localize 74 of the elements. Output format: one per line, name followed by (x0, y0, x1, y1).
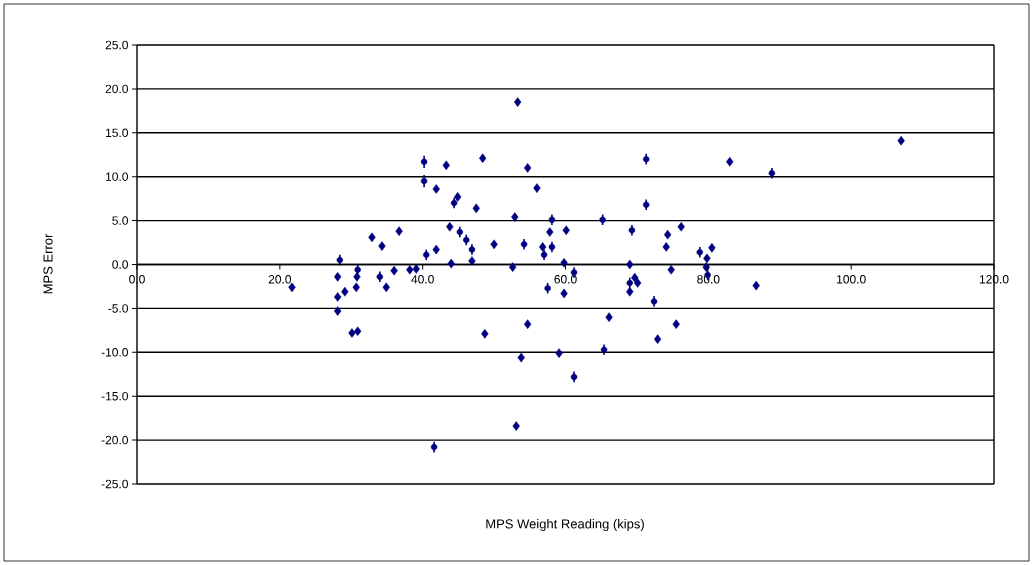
y-tick-label: 0.0 (112, 260, 129, 269)
x-tick-label: 60.0 (554, 275, 577, 284)
point (479, 153, 487, 164)
point (468, 256, 476, 266)
x-axis-title: MPS Weight Reading (kips) (486, 518, 644, 532)
point (672, 319, 680, 329)
point (378, 241, 386, 251)
point (667, 264, 675, 275)
point (490, 239, 498, 250)
point (533, 183, 541, 193)
point (626, 286, 634, 297)
point (653, 334, 662, 344)
point (539, 242, 547, 252)
x-tick-label: 20.0 (268, 275, 292, 284)
point (726, 156, 734, 167)
y-tick-label: 20.0 (105, 84, 128, 94)
point (546, 227, 554, 237)
point (368, 232, 376, 243)
point (555, 348, 563, 358)
point (348, 328, 356, 338)
point (512, 421, 520, 431)
point (662, 242, 670, 252)
point (446, 221, 454, 232)
point (432, 244, 440, 255)
point (390, 265, 398, 276)
point (395, 226, 403, 236)
point (354, 326, 362, 337)
y-axis-title: MPS Error (43, 233, 53, 294)
point (334, 292, 342, 302)
point (352, 282, 360, 293)
point (524, 319, 532, 329)
point (334, 306, 342, 316)
point (703, 253, 711, 264)
y-tick-label: -20.0 (101, 435, 128, 445)
y-tick-label: -25.0 (101, 479, 128, 489)
point (663, 229, 672, 240)
point (605, 312, 613, 322)
point (514, 97, 522, 107)
point (511, 212, 519, 222)
y-tick-label: 10.0 (106, 172, 128, 181)
point (560, 257, 568, 268)
point (517, 352, 525, 363)
y-tick-label: -5.0 (108, 304, 129, 313)
point (481, 329, 489, 339)
point (626, 259, 634, 270)
x-tick-label: 40.0 (411, 275, 434, 284)
point (472, 203, 480, 214)
x-tick-label: 100.0 (837, 275, 866, 284)
point (334, 271, 342, 282)
point (447, 258, 455, 269)
point (897, 135, 905, 146)
y-tick-label: 15.0 (106, 128, 128, 138)
point (708, 243, 716, 253)
point (420, 158, 428, 165)
point (702, 262, 710, 272)
point (412, 264, 420, 274)
point (752, 280, 760, 291)
point (341, 286, 349, 297)
y-tick-label: -10.0 (101, 348, 128, 357)
point (633, 278, 642, 288)
point (288, 282, 296, 293)
point (353, 271, 361, 282)
point (509, 262, 517, 272)
point (442, 160, 450, 171)
point (406, 264, 414, 275)
y-tick-label: 25.0 (105, 40, 128, 50)
point (562, 225, 570, 236)
point (382, 282, 390, 293)
point (677, 221, 685, 232)
y-tick-label: -15.0 (101, 391, 128, 401)
point (432, 184, 440, 194)
point (560, 288, 568, 299)
point (524, 163, 532, 173)
y-tick-label: 5.0 (112, 216, 129, 225)
